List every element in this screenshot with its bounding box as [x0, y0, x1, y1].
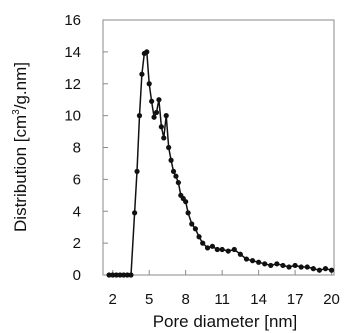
data-point — [168, 157, 174, 163]
data-point — [117, 272, 123, 278]
y-tick-label: 16 — [64, 12, 81, 29]
series-line — [109, 51, 332, 276]
data-point — [124, 272, 130, 278]
data-point — [237, 251, 243, 257]
data-point — [132, 210, 138, 216]
x-tick-label: 14 — [250, 291, 267, 308]
data-point — [268, 262, 274, 269]
data-point — [110, 272, 116, 278]
data-point — [225, 248, 231, 254]
x-tick-label: 8 — [182, 291, 190, 308]
data-point — [214, 246, 220, 253]
data-point — [170, 168, 177, 175]
x-tick-label: 20 — [323, 291, 340, 308]
data-point — [185, 210, 191, 216]
y-tick-label: 14 — [64, 44, 81, 61]
data-point — [128, 272, 134, 278]
data-series — [106, 49, 335, 278]
data-point — [196, 234, 202, 240]
data-point — [322, 266, 329, 272]
y-axis-ticks: 0 2 4 6 8 10 12 14 16 — [64, 12, 108, 284]
y-tick-label: 4 — [73, 203, 81, 220]
data-point — [173, 173, 179, 179]
y-axis-title-tail: /g.nm] — [11, 62, 30, 109]
y-tick-label: 8 — [73, 140, 81, 157]
data-point — [219, 246, 225, 253]
data-point — [243, 256, 250, 262]
data-point — [204, 245, 211, 251]
data-point — [151, 114, 157, 120]
data-point — [328, 267, 335, 273]
x-tick-label: 11 — [214, 291, 230, 308]
data-point — [134, 168, 140, 175]
y-tick-label: 12 — [64, 76, 81, 93]
data-point — [175, 179, 181, 186]
data-point — [156, 97, 162, 103]
data-point — [139, 71, 145, 77]
data-point — [200, 240, 206, 246]
data-point — [158, 124, 164, 130]
y-axis-title-main: Distribution [cm — [11, 115, 30, 232]
data-point — [274, 261, 280, 267]
y-axis-title-superscript: 3 — [11, 109, 22, 115]
data-point — [161, 135, 167, 141]
x-axis-title: Pore diameter [nm] — [153, 312, 298, 331]
data-point — [183, 199, 189, 205]
data-point — [149, 98, 155, 104]
y-tick-label: 6 — [73, 171, 81, 188]
y-tick-label: 0 — [73, 267, 81, 284]
data-point — [166, 144, 172, 151]
x-tick-label: 5 — [145, 291, 153, 308]
data-point — [298, 264, 304, 270]
data-point — [192, 226, 198, 232]
data-point — [163, 113, 169, 119]
data-point — [146, 81, 152, 87]
x-axis-ticks: 2 5 8 11 14 17 20 — [109, 270, 340, 308]
y-tick-label: 2 — [73, 235, 81, 252]
data-point — [292, 262, 298, 269]
data-point — [262, 261, 268, 267]
data-point — [304, 264, 310, 270]
x-tick-label: 17 — [287, 291, 304, 308]
data-point — [106, 272, 112, 278]
data-point — [209, 243, 216, 249]
data-point — [136, 113, 143, 119]
data-point — [249, 258, 256, 264]
data-point — [256, 259, 262, 265]
data-point — [121, 272, 127, 278]
data-point — [231, 246, 237, 253]
data-point — [310, 266, 316, 272]
data-point — [280, 262, 286, 269]
data-point — [316, 267, 323, 273]
data-point — [144, 49, 150, 55]
y-axis-title: Distribution [cm3/g.nm] — [11, 62, 30, 232]
x-tick-label: 2 — [109, 291, 117, 308]
data-point — [189, 221, 195, 227]
data-point — [113, 272, 119, 278]
data-point — [286, 264, 292, 270]
data-point — [153, 109, 160, 116]
y-tick-label: 10 — [64, 108, 81, 125]
